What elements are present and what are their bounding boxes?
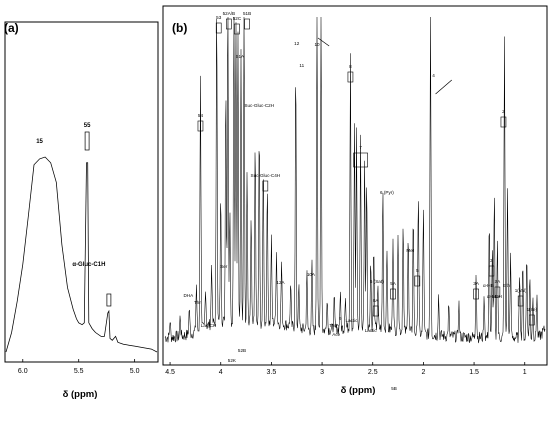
panel-b-annotation-53: 53 <box>216 15 222 20</box>
panel-b-annotation-eth: Eth <box>503 283 510 288</box>
panel-a-tick-label: 5.5 <box>74 368 84 375</box>
panel-b-annotation-5b: 5B <box>391 386 397 391</box>
panel-a-x-axis-title: δ (ppm) <box>63 389 98 400</box>
panel-b-x-ticks: 4.5 4 3.5 3 2.5 2 1.5 1 <box>165 362 527 376</box>
panel-b-annotation-5a: 5A <box>390 281 397 286</box>
panel-b-annotation-2a: 2A <box>495 279 502 284</box>
panel-b-x-axis-title: δ (ppm) <box>341 385 376 396</box>
panel-b-annotation-52a-b: 52A/B <box>223 11 236 16</box>
panel-b-peak-bracket <box>390 288 396 300</box>
panel-a-annotation-15: 15 <box>36 139 43 145</box>
panel-a-tick-label: 5.0 <box>130 368 140 375</box>
panel-b-annotation-10: 10 <box>314 42 320 47</box>
panel-b-leader-line <box>317 37 330 47</box>
panel-b-annotation-3a: 3A <box>473 281 480 286</box>
panel-a-x-ticks: 6.0 5.5 5.0 <box>18 359 140 375</box>
panel-b-annotation-8: 8 <box>349 64 352 69</box>
panel-b-peak-bracket <box>197 120 204 132</box>
panel-a-annotations: 15 55 α-Gluc-C1H <box>36 123 112 307</box>
panel-b-peak-bracket <box>517 295 524 307</box>
panel-b-annotation-6-pyr: 6 (Pyr) <box>380 190 394 195</box>
panel-b-tick-label: 2.5 <box>368 369 378 376</box>
panel-a-peak-bracket <box>106 293 112 307</box>
panel-b-annotation-suc-gluc-c4h: Suc-Gluc-C4H <box>251 173 281 178</box>
panel-b-annotation-12a: 12A <box>276 280 285 285</box>
panel-b-annotation-6-sat: 6 (Sat) <box>370 279 384 284</box>
panel-b-peak-bracket <box>244 18 250 30</box>
panel-b-peak-bracket <box>500 116 507 128</box>
panel-a-frame <box>4 21 159 363</box>
panel-b-frame <box>162 5 548 366</box>
panel-b-peak-bracket <box>372 305 379 317</box>
panel-a-annotation-gluc-c1h: α-Gluc-C1H <box>72 262 105 268</box>
panel-b-annotation-11: 11 <box>299 63 304 68</box>
panel-a-annotation-55: 55 <box>84 123 91 129</box>
panel-b-annotation-52b: 52B <box>238 348 246 353</box>
panel-b-annotation-lac-ch: Lac-CH <box>201 323 217 328</box>
panel-b-annotation-hb: α-HB <box>483 283 494 288</box>
panel-b-plot: 4.5 4 3.5 3 2.5 2 1.5 1 DHAThr54Lac-CH53Ser52A/… <box>162 5 548 391</box>
panel-b-annotation-ace: Ace <box>332 332 340 337</box>
panel-b-annotation-lactic: Lactic <box>345 318 358 323</box>
panel-b-annotation-1-ile: 1(Ile) <box>527 307 538 312</box>
panel-b-annotation-hvdh: αHvDH <box>487 294 502 299</box>
panel-b-annotations: DHAThr54Lac-CH53Ser52A/B52K52B52C51A51BS… <box>183 11 537 391</box>
panel-b-tick-label: 1.5 <box>469 369 479 376</box>
panel-b-peak-bracket <box>262 180 269 192</box>
panel-b-spectrum-line <box>164 16 546 344</box>
panel-b-letter: (b) <box>172 21 187 35</box>
panel-b-peak-bracket <box>234 23 240 35</box>
panel-b-peak-bracket <box>226 18 232 30</box>
panel-b-tick-label: 4 <box>219 369 223 376</box>
panel-b-annotation-suc-gluc-c2h: Suc-Gluc-C2H <box>244 103 274 108</box>
panel-b-annotation-52k: 52K <box>228 358 237 363</box>
panel-a-tick-label: 6.0 <box>18 368 28 375</box>
panel-b-annotation-52c: 52C <box>233 16 242 21</box>
panel-b-leader-line <box>435 79 453 95</box>
panel-b-annotation-6a: 6A <box>373 298 380 303</box>
panel-b-tick-label: 3 <box>320 369 324 376</box>
panel-b-peak-bracket <box>353 152 368 168</box>
panel-b-tick-label: 3.5 <box>267 369 277 376</box>
panel-b-tick-label: 1 <box>523 369 527 376</box>
panel-b-annotation-3: 3 <box>490 258 493 263</box>
panel-b-annotation-dha: DHA <box>183 293 194 298</box>
panel-b-peak-bracket <box>529 314 535 326</box>
panel-b-peak-bracket <box>414 275 421 287</box>
panel-a-peak-bracket <box>84 131 90 151</box>
panel-b-peak-bracket <box>473 288 479 300</box>
panel-b-annotation-lactic: Lactic <box>365 328 378 333</box>
panel-b-annotation-ser: Ser <box>220 264 228 269</box>
panel-b-annotation-7: 7 <box>359 145 362 150</box>
panel-b-annotation-tma: TMA <box>329 323 340 328</box>
panel-b-annotation-2: 2 <box>502 109 505 114</box>
panel-b-tick-label: 4.5 <box>165 369 175 376</box>
panel-b-peak-bracket <box>215 22 222 34</box>
panel-a-letter: (a) <box>4 21 19 35</box>
panel-a-spectrum-line <box>5 156 158 353</box>
panel-b-annotation-4: 4 <box>432 73 435 78</box>
panel-b-annotation-1-val: 1(Val) <box>515 288 527 293</box>
panel-b-peak-bracket <box>494 286 501 298</box>
panel-b-annotation-thr: Thr <box>194 300 201 305</box>
panel-b-peak-bracket <box>347 71 354 83</box>
panel-b-annotation-met: Met <box>406 248 414 253</box>
panel-b-annotation-54: 54 <box>198 113 204 118</box>
panel-a-plot: 6.0 5.5 5.0 15 55 α-Gluc-C1H <box>4 21 159 375</box>
panel-b-annotation-51a: 51A <box>236 54 245 59</box>
panel-b-annotation-51b: 51B <box>243 11 251 16</box>
panel-b-tick-label: 2 <box>421 369 425 376</box>
panel-b-peak-bracket <box>488 265 495 277</box>
panel-b-annotation-5: 5 <box>416 268 419 273</box>
panel-b-annotation-10a: 10A <box>307 272 316 277</box>
panel-b-annotation-12: 12 <box>294 41 300 46</box>
panel-b-annotation-9: 9 <box>339 316 342 321</box>
